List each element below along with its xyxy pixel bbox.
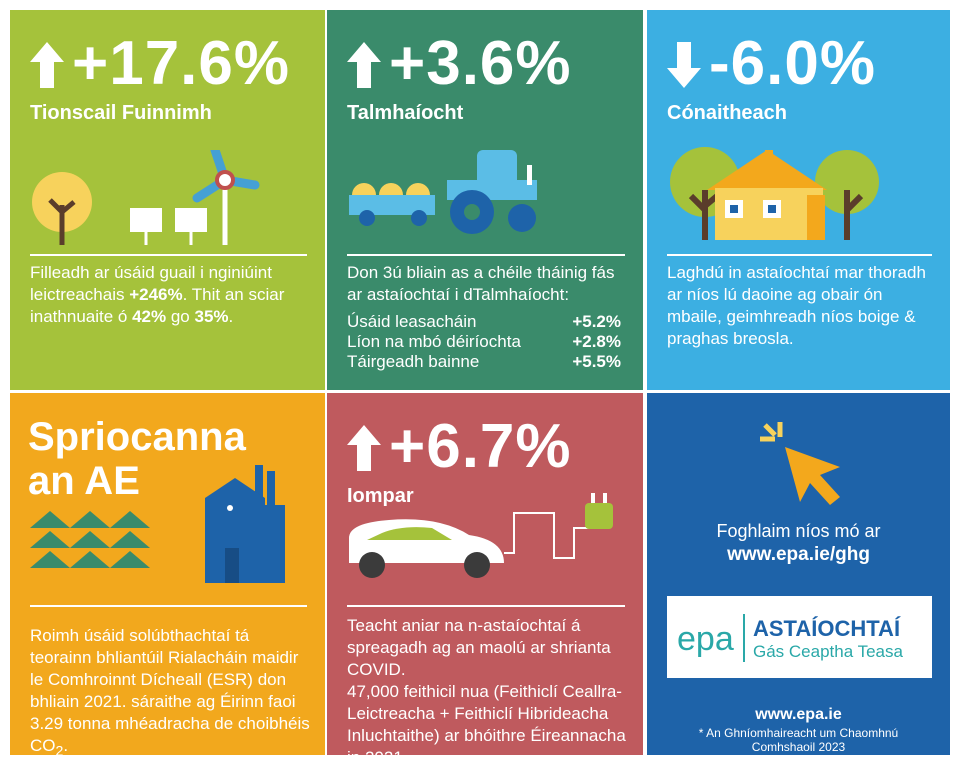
panel-transport: +6.7% Iompar Teacht aniar na n-astaíocht… xyxy=(327,393,643,755)
value: 42% xyxy=(132,307,166,326)
label: Talmhaíocht xyxy=(347,102,463,125)
divider xyxy=(667,254,932,256)
row-value: +5.2% xyxy=(572,312,621,332)
panel-agriculture: +3.6% Talmhaíocht Don 3ú bliain as a ché… xyxy=(327,10,643,390)
row-label: Úsáid leasacháin xyxy=(347,312,476,332)
illustration xyxy=(327,140,643,240)
value: 35% xyxy=(194,307,228,326)
row-value: +5.5% xyxy=(572,352,621,372)
cursor-icon xyxy=(755,417,855,507)
arrow-up xyxy=(347,425,381,471)
panel-eu-targets: Spriocanna an AE Roimh úsáid solúbthacht… xyxy=(10,393,325,755)
divider xyxy=(347,254,625,256)
infographic: +17.6% Tionscail Fuinnimh Filleadh ar ús… xyxy=(0,0,956,765)
logo-title: ASTAÍOCHTAÍ xyxy=(753,616,900,642)
divider xyxy=(30,605,307,607)
body: Roimh úsáid solúbthachtaí tá teorainn bh… xyxy=(30,625,311,755)
logo-mark: epa xyxy=(677,620,734,659)
panel-info: Foghlaim níos mó ar www.epa.ie/ghg epa A… xyxy=(647,393,950,755)
label: Cónaitheach xyxy=(667,102,787,125)
panel-residential: -6.0% Cónaitheach Laghdú in astaíochtaí … xyxy=(647,10,950,390)
divider xyxy=(347,605,625,607)
value: +246% xyxy=(129,285,182,304)
logo-divider xyxy=(743,614,745,662)
footnote: * An Ghníomhaireacht um Chaomhnú Comhsha… xyxy=(697,726,900,754)
logo-subtitle: Gás Ceaptha Teasa xyxy=(753,642,903,662)
panel-energy: +17.6% Tionscail Fuinnimh Filleadh ar ús… xyxy=(10,10,325,390)
row: Líon na mbó déiríochta +2.8% xyxy=(347,332,621,352)
arrow-up xyxy=(347,42,381,88)
row-label: Líon na mbó déiríochta xyxy=(347,332,521,352)
link[interactable]: www.epa.ie/ghg xyxy=(647,544,950,566)
illustration xyxy=(10,150,325,250)
illustration xyxy=(327,493,643,593)
paragraph: Teacht aniar na n-astaíochtaí á spreagad… xyxy=(347,615,629,681)
row-label: Táirgeadh bainne xyxy=(347,352,479,372)
intro: Don 3ú bliain as a chéile tháinig fás ar… xyxy=(347,262,629,306)
row-value: +2.8% xyxy=(572,332,621,352)
page: {"panels": [ {"headline": "+17.6%", "lab… xyxy=(0,0,956,765)
arrow-up xyxy=(30,42,64,88)
row: Táirgeadh bainne +5.5% xyxy=(347,352,621,372)
text: . xyxy=(63,736,68,755)
text: go xyxy=(166,307,194,326)
headline: +3.6% xyxy=(389,28,572,99)
text: . xyxy=(229,307,234,326)
label: Tionscail Fuinnimh xyxy=(30,102,212,125)
paragraph: 47,000 feithicil nua (Feithiclí Ceallra-… xyxy=(347,681,629,755)
body: Laghdú in astaíochtaí mar thoradh ar nío… xyxy=(667,262,936,350)
row: Úsáid leasacháin +5.2% xyxy=(347,312,621,332)
illustration xyxy=(10,453,325,593)
text: Roimh úsáid solúbthachtaí tá teorainn bh… xyxy=(30,626,310,755)
body: Filleadh ar úsáid guail i nginiúint leic… xyxy=(30,262,311,328)
headline: -6.0% xyxy=(709,28,876,99)
prompt: Foghlaim níos mó ar xyxy=(647,521,950,542)
illustration xyxy=(647,140,950,245)
site[interactable]: www.epa.ie xyxy=(647,706,950,724)
divider xyxy=(30,254,307,256)
arrow-down xyxy=(667,42,701,88)
logo: epa ASTAÍOCHTAÍ Gás Ceaptha Teasa xyxy=(667,596,932,678)
headline: +6.7% xyxy=(389,411,572,482)
table: Úsáid leasacháin +5.2% Líon na mbó déirío… xyxy=(347,312,621,372)
headline: +17.6% xyxy=(72,28,290,99)
